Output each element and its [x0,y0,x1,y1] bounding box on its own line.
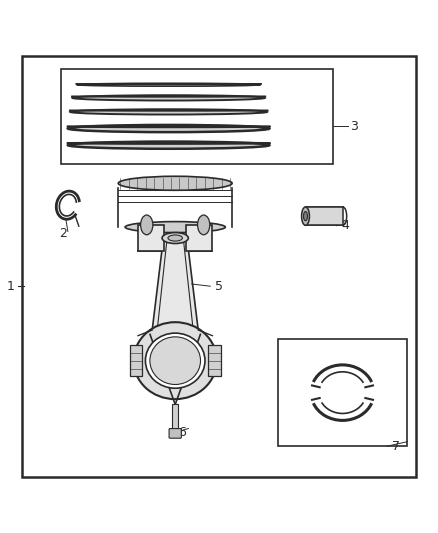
Ellipse shape [145,333,205,388]
Bar [278,339,407,446]
Ellipse shape [168,235,183,241]
Bar [172,405,179,430]
Ellipse shape [70,109,267,115]
Ellipse shape [68,142,269,149]
Ellipse shape [68,125,269,132]
Bar [208,345,221,376]
Text: 2: 2 [60,227,67,240]
Bar [130,345,142,376]
Bar [61,69,333,164]
Text: 3: 3 [350,120,358,133]
Text: 6: 6 [178,426,186,439]
Text: 5: 5 [215,280,223,293]
Ellipse shape [150,337,201,384]
Bar [186,225,212,251]
Polygon shape [152,240,198,330]
Ellipse shape [162,232,188,244]
Text: 1: 1 [7,280,15,293]
Ellipse shape [304,212,307,221]
Ellipse shape [77,83,261,86]
Bar [305,207,343,225]
Ellipse shape [141,215,153,235]
Bar [138,225,164,251]
Ellipse shape [301,207,309,225]
Ellipse shape [198,215,210,235]
Ellipse shape [134,322,217,399]
Ellipse shape [118,176,232,190]
Ellipse shape [125,222,225,232]
Ellipse shape [72,95,265,101]
Text: 7: 7 [392,440,400,453]
Text: 4: 4 [342,219,350,232]
FancyBboxPatch shape [169,429,181,438]
